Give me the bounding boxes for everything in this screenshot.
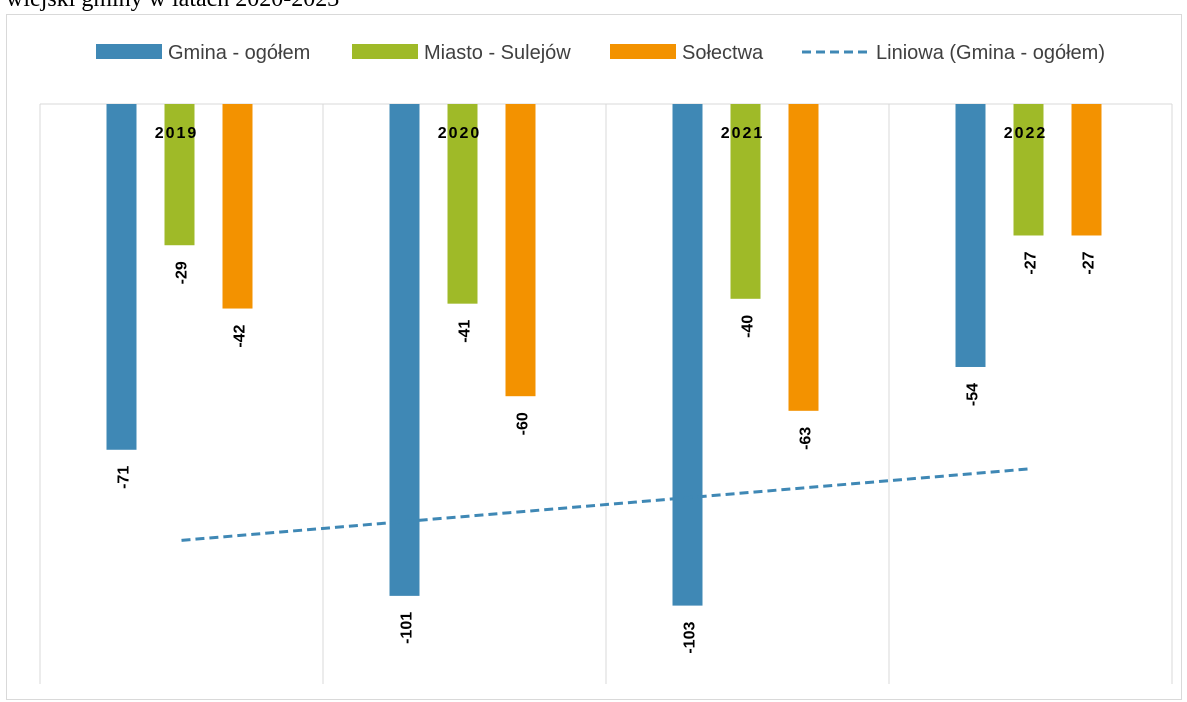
legend-label: Liniowa (Gmina - ogółem): [876, 42, 1105, 64]
bar: [505, 104, 536, 397]
bar: [222, 104, 253, 309]
legend-swatch: [352, 44, 418, 59]
data-label: -103: [682, 622, 699, 654]
category-label: 2022: [1004, 125, 1048, 142]
data-label: -60: [515, 412, 532, 435]
bar: [788, 104, 819, 411]
chart-frame: [6, 14, 1182, 700]
bar: [164, 104, 195, 246]
bar: [447, 104, 478, 304]
category-label: 2020: [438, 125, 482, 142]
legend-label: Sołectwa: [682, 42, 764, 64]
data-label: -63: [798, 427, 815, 450]
data-label: -27: [1081, 251, 1098, 274]
legend-swatch: [610, 44, 676, 59]
legend-swatch: [96, 44, 162, 59]
legend-label: Miasto - Sulejów: [424, 42, 571, 64]
data-label: -41: [457, 320, 474, 343]
data-label: -27: [1023, 251, 1040, 274]
data-label: -71: [116, 466, 133, 489]
data-label: -42: [232, 324, 249, 347]
bar: [955, 104, 986, 367]
bar: [389, 104, 420, 596]
category-label: 2021: [721, 125, 765, 142]
legend-label: Gmina - ogółem: [168, 42, 310, 64]
trendline: [181, 467, 1031, 542]
bar: [1013, 104, 1044, 236]
bar: [730, 104, 761, 299]
data-label: -101: [399, 612, 416, 644]
bar: [106, 104, 137, 450]
data-label: -29: [174, 261, 191, 284]
category-label: 2019: [155, 125, 199, 142]
bar: [1071, 104, 1102, 236]
bar: [672, 104, 703, 606]
data-label: -40: [740, 315, 757, 338]
data-label: -54: [965, 383, 982, 406]
caption-text: wiejski gminy w latach 2020-2023: [6, 0, 339, 13]
